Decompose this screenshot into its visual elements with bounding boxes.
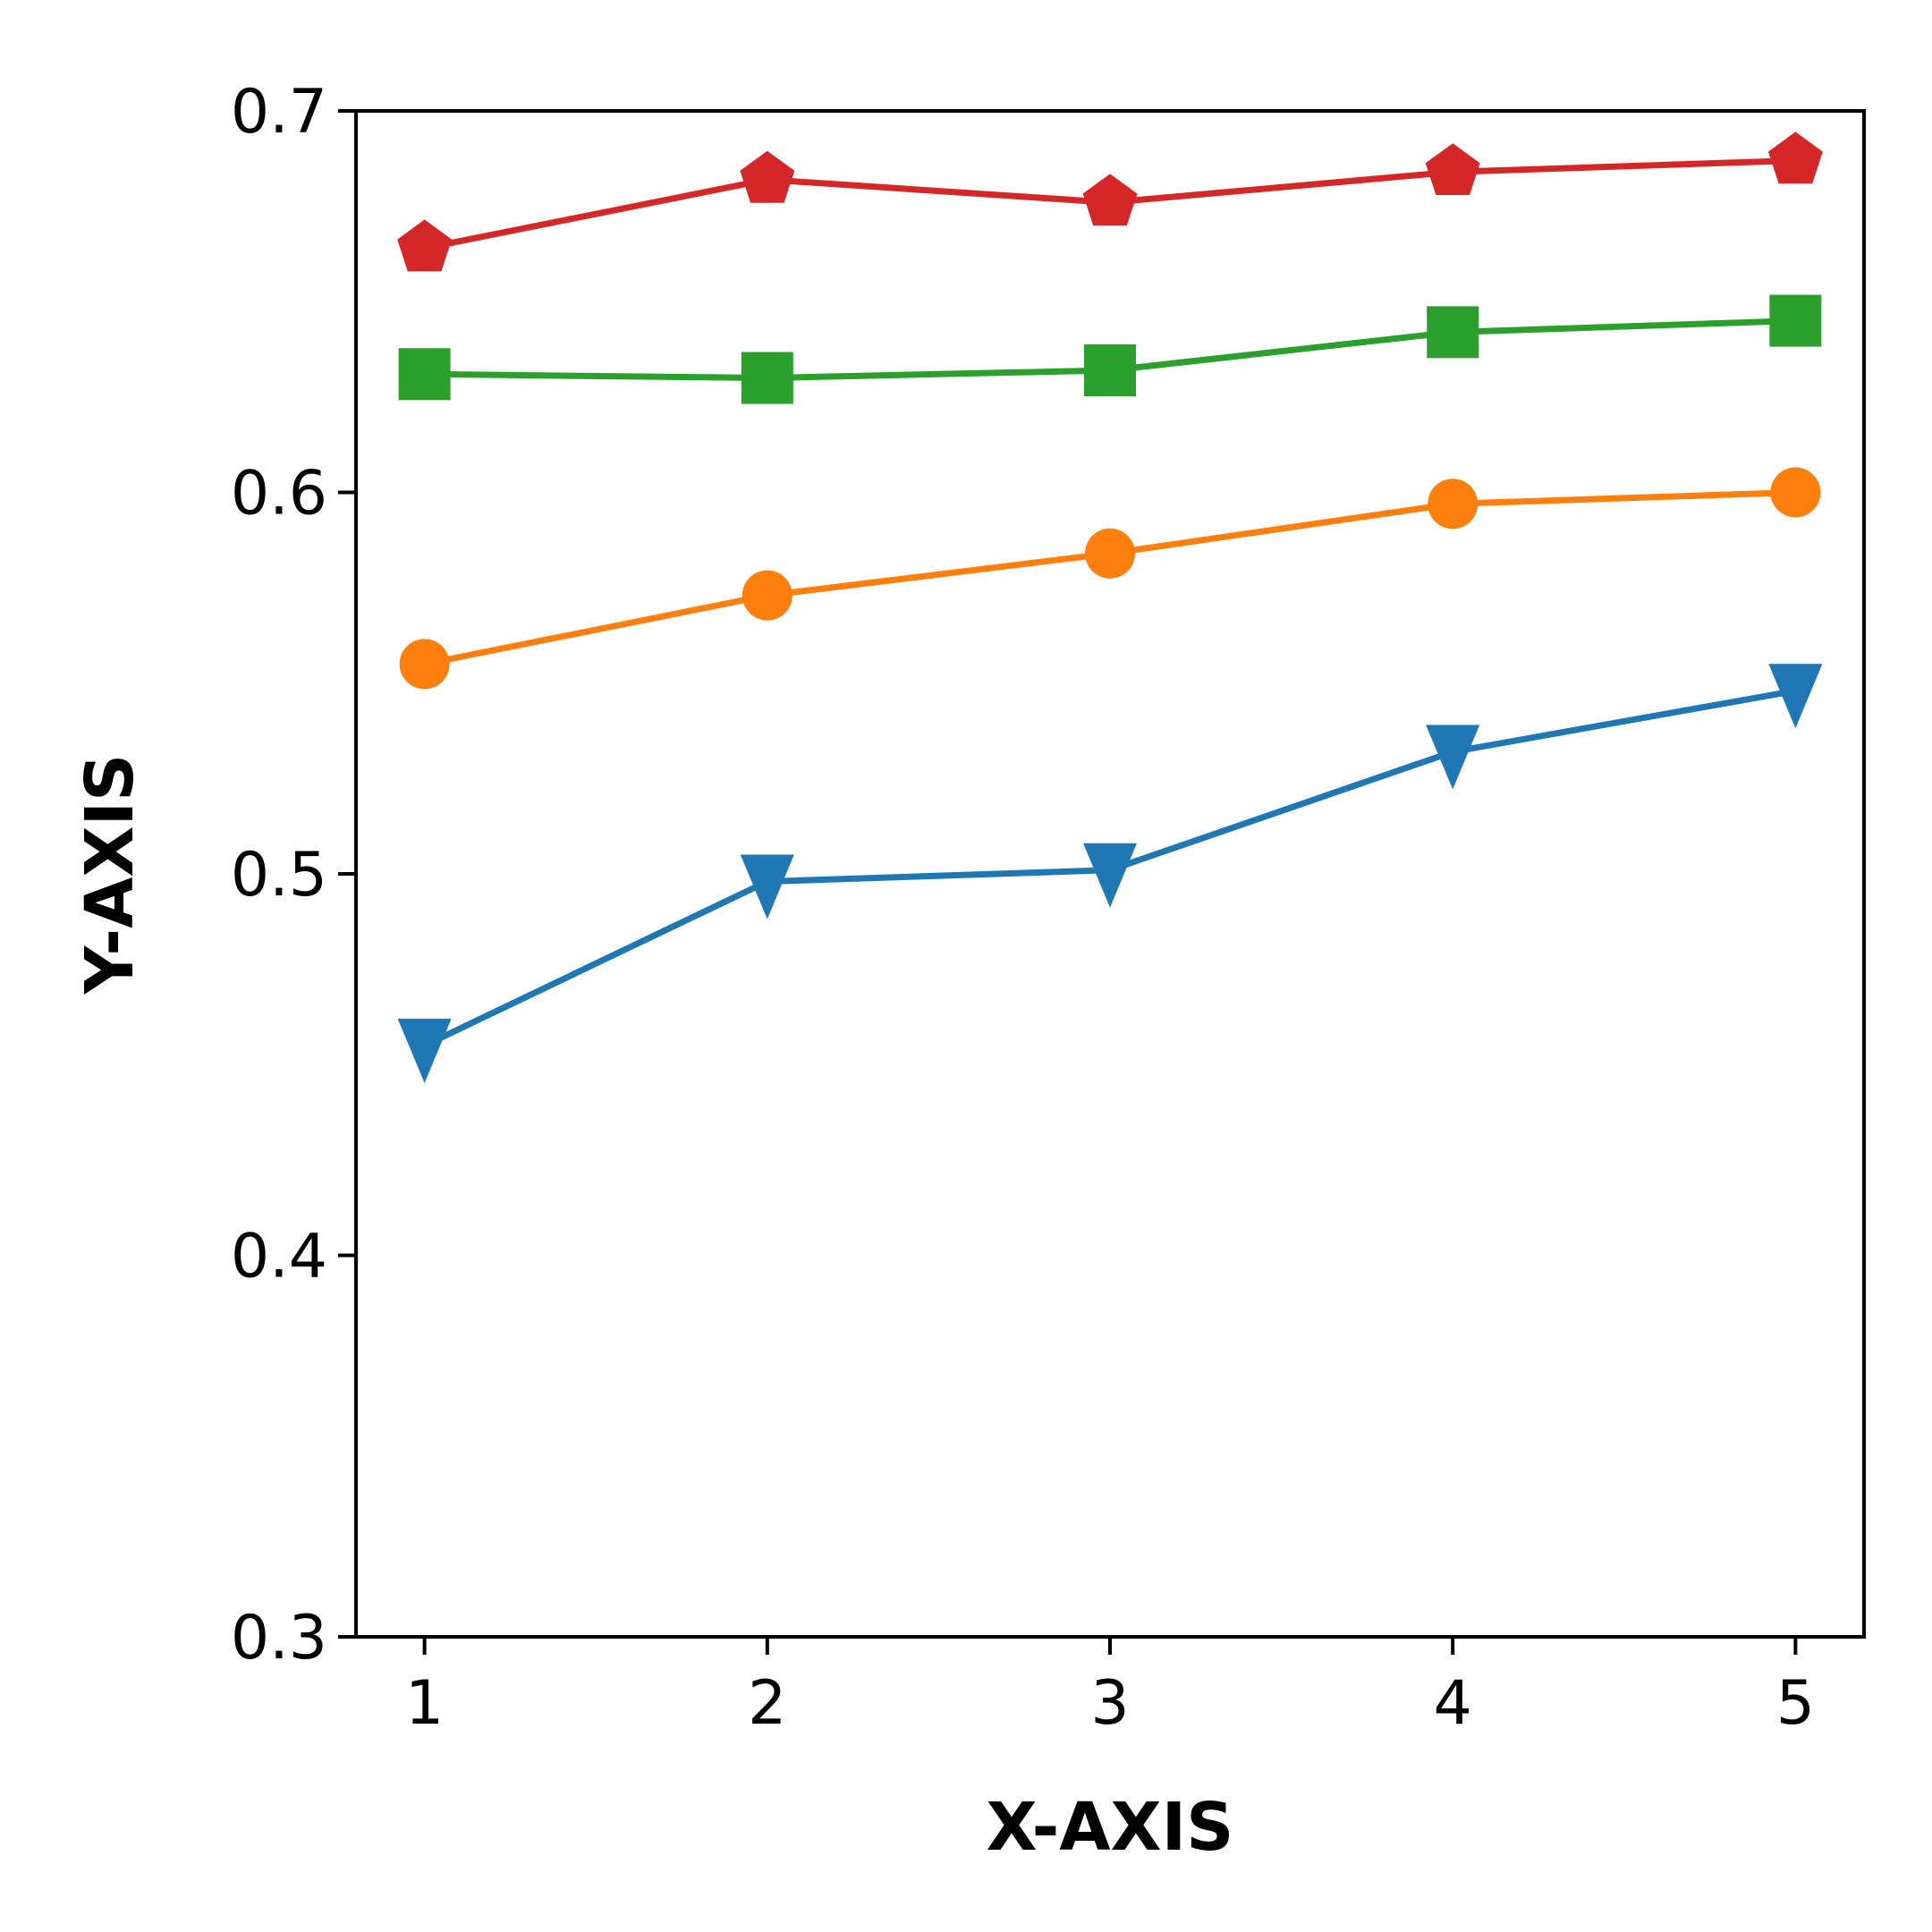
y-tick-label: 0.3 — [231, 1603, 327, 1674]
data-point — [1082, 174, 1138, 226]
x-tick-label: 2 — [748, 1668, 786, 1739]
x-tick-label: 4 — [1434, 1668, 1472, 1739]
data-point — [1085, 528, 1135, 579]
y-axis: 0.3 0.4 0.5 0.6 0.7 — [231, 77, 356, 1674]
y-tick-label: 0.6 — [231, 459, 327, 530]
x-axis-title: X-AXIS — [987, 1789, 1234, 1866]
data-point — [740, 150, 795, 203]
series-4 — [397, 131, 1823, 272]
series-3 — [398, 294, 1822, 404]
data-point — [1428, 479, 1479, 530]
data-point — [1769, 294, 1822, 347]
data-point — [1768, 664, 1823, 729]
y-tick-label: 0.7 — [231, 77, 327, 148]
series-layer — [397, 131, 1823, 1083]
data-point — [741, 570, 792, 621]
data-point — [1083, 843, 1137, 908]
data-point — [740, 854, 794, 919]
data-point — [398, 348, 451, 401]
data-point — [1427, 306, 1479, 359]
data-point — [1767, 131, 1823, 184]
data-point — [741, 352, 793, 404]
data-point — [1425, 143, 1480, 196]
data-point — [399, 639, 450, 690]
x-tick-label: 3 — [1090, 1668, 1129, 1739]
y-tick-label: 0.5 — [231, 840, 327, 911]
y-axis-title: Y-AXIS — [72, 754, 148, 996]
x-tick-label: 1 — [405, 1668, 444, 1739]
data-point — [397, 219, 453, 272]
series-2 — [399, 467, 1821, 690]
x-axis: 1 2 3 4 5 — [405, 1637, 1815, 1739]
data-point — [397, 1018, 452, 1083]
data-point — [1426, 724, 1480, 790]
data-point — [1084, 344, 1136, 397]
series-1 — [397, 664, 1823, 1083]
x-tick-label: 5 — [1776, 1668, 1815, 1739]
y-tick-label: 0.4 — [231, 1222, 327, 1292]
data-point — [1770, 467, 1821, 518]
